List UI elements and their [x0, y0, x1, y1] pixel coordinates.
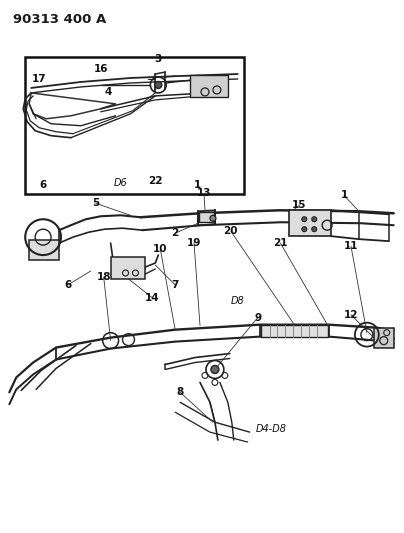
Text: D6: D6	[114, 179, 127, 189]
Text: 9: 9	[254, 313, 261, 323]
Circle shape	[302, 217, 307, 222]
Text: 20: 20	[223, 226, 238, 236]
Text: 21: 21	[273, 238, 288, 248]
Text: 13: 13	[197, 188, 211, 198]
Bar	[111, 257, 145, 279]
Bar	[374, 328, 393, 348]
Text: 6: 6	[64, 280, 72, 290]
Text: 3: 3	[155, 54, 162, 64]
Text: 12: 12	[344, 310, 358, 320]
Circle shape	[211, 366, 219, 374]
Text: 15: 15	[292, 200, 307, 211]
Text: 6: 6	[40, 181, 47, 190]
Circle shape	[155, 82, 162, 88]
Bar	[29, 240, 59, 260]
Text: 10: 10	[153, 244, 168, 254]
Text: 11: 11	[344, 241, 358, 251]
Text: 19: 19	[187, 238, 201, 248]
Text: 22: 22	[148, 176, 162, 187]
Text: 16: 16	[93, 64, 108, 74]
Text: 17: 17	[32, 74, 46, 84]
Text: 4: 4	[105, 87, 112, 97]
Circle shape	[312, 217, 317, 222]
Text: 1: 1	[341, 190, 347, 200]
Text: 2: 2	[172, 228, 179, 238]
Text: D4-D8: D4-D8	[256, 424, 287, 434]
Bar	[190, 75, 228, 97]
Bar	[199, 212, 214, 222]
Bar	[261, 325, 328, 337]
Text: 7: 7	[172, 280, 179, 290]
Text: 5: 5	[92, 198, 99, 208]
Bar	[289, 211, 331, 236]
Text: 14: 14	[145, 293, 160, 303]
Text: 1: 1	[194, 181, 201, 190]
Bar	[25, 57, 244, 195]
Circle shape	[210, 215, 216, 221]
Text: 18: 18	[97, 272, 111, 282]
Text: 90313 400 A: 90313 400 A	[13, 13, 107, 26]
Circle shape	[302, 227, 307, 232]
Text: 8: 8	[177, 387, 184, 397]
Text: D8: D8	[231, 296, 245, 306]
Circle shape	[312, 227, 317, 232]
